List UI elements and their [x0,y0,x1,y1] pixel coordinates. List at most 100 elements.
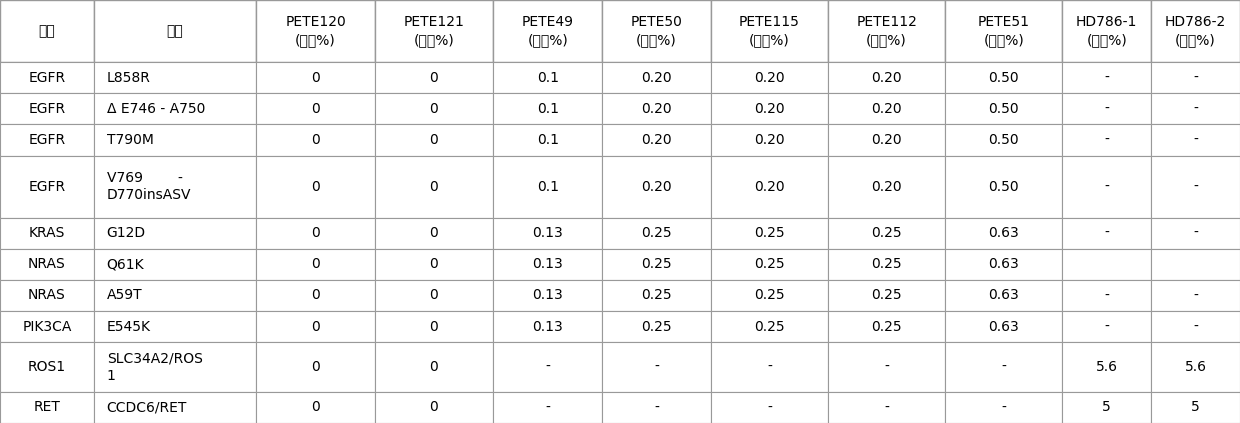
Bar [828,249,945,280]
Text: 基因: 基因 [38,24,56,38]
Text: 0.50: 0.50 [988,102,1019,116]
Text: 0.13: 0.13 [532,288,563,302]
Text: 0.25: 0.25 [641,226,672,240]
Bar [0,249,94,280]
Text: 0: 0 [311,257,320,272]
Bar [1151,156,1240,218]
Bar [0,0,94,62]
Text: 0: 0 [311,360,320,374]
Bar [257,218,374,249]
Text: 0.63: 0.63 [988,257,1019,272]
Bar [945,392,1063,423]
Text: E545K: E545K [107,320,151,334]
Text: 0.25: 0.25 [641,257,672,272]
Text: RET: RET [33,401,61,415]
Bar [945,124,1063,156]
Bar [257,249,374,280]
Text: 0: 0 [429,226,439,240]
Bar [494,124,603,156]
Text: -: - [546,360,551,374]
Bar [0,342,94,392]
Text: 0.63: 0.63 [988,320,1019,334]
Text: 0.25: 0.25 [754,288,785,302]
Bar [1063,0,1151,62]
Bar [374,93,494,124]
Bar [711,156,828,218]
Bar [94,311,257,342]
Text: CCDC6/RET: CCDC6/RET [107,401,187,415]
Bar [0,93,94,124]
Bar [1063,218,1151,249]
Text: 0.63: 0.63 [988,226,1019,240]
Text: EGFR: EGFR [29,71,66,85]
Text: 0.13: 0.13 [532,320,563,334]
Text: 0.20: 0.20 [872,180,901,194]
Text: -: - [1105,180,1109,194]
Text: EGFR: EGFR [29,180,66,194]
Bar [711,62,828,93]
Text: 0: 0 [429,320,439,334]
Bar [0,311,94,342]
Bar [257,392,374,423]
Bar [374,342,494,392]
Text: 5: 5 [1102,401,1111,415]
Text: G12D: G12D [107,226,146,240]
Bar [0,124,94,156]
Text: -: - [653,401,658,415]
Text: -: - [1193,288,1198,302]
Bar [711,311,828,342]
Bar [603,218,711,249]
Bar [1063,124,1151,156]
Text: 0: 0 [311,401,320,415]
Text: 0.13: 0.13 [532,257,563,272]
Text: Δ E746 - A750: Δ E746 - A750 [107,102,205,116]
Text: KRAS: KRAS [29,226,64,240]
Bar [1151,249,1240,280]
Bar [603,392,711,423]
Bar [1151,218,1240,249]
Bar [711,392,828,423]
Bar [374,249,494,280]
Bar [945,280,1063,311]
Bar [1063,156,1151,218]
Text: 0.25: 0.25 [872,320,901,334]
Bar [603,93,711,124]
Bar [94,249,257,280]
Bar [945,156,1063,218]
Bar [494,0,603,62]
Text: -: - [768,401,773,415]
Text: 0: 0 [311,320,320,334]
Text: 0.1: 0.1 [537,71,559,85]
Bar [494,342,603,392]
Bar [945,93,1063,124]
Bar [0,392,94,423]
Bar [494,156,603,218]
Bar [945,342,1063,392]
Text: Q61K: Q61K [107,257,144,272]
Bar [94,62,257,93]
Bar [0,218,94,249]
Bar [603,342,711,392]
Text: 0.20: 0.20 [872,102,901,116]
Text: 0.20: 0.20 [754,71,785,85]
Text: -: - [1193,71,1198,85]
Text: 0: 0 [429,288,439,302]
Text: 0.20: 0.20 [754,133,785,147]
Text: 0.20: 0.20 [754,102,785,116]
Text: PETE50
(频率%): PETE50 (频率%) [631,15,682,47]
Text: -: - [1105,102,1109,116]
Bar [828,342,945,392]
Text: -: - [768,360,773,374]
Bar [257,62,374,93]
Text: -: - [546,401,551,415]
Text: A59T: A59T [107,288,143,302]
Bar [1151,124,1240,156]
Bar [94,342,257,392]
Text: EGFR: EGFR [29,133,66,147]
Text: -: - [1193,320,1198,334]
Text: 0: 0 [429,257,439,272]
Text: -: - [1001,401,1006,415]
Bar [257,156,374,218]
Bar [828,156,945,218]
Text: 0.1: 0.1 [537,180,559,194]
